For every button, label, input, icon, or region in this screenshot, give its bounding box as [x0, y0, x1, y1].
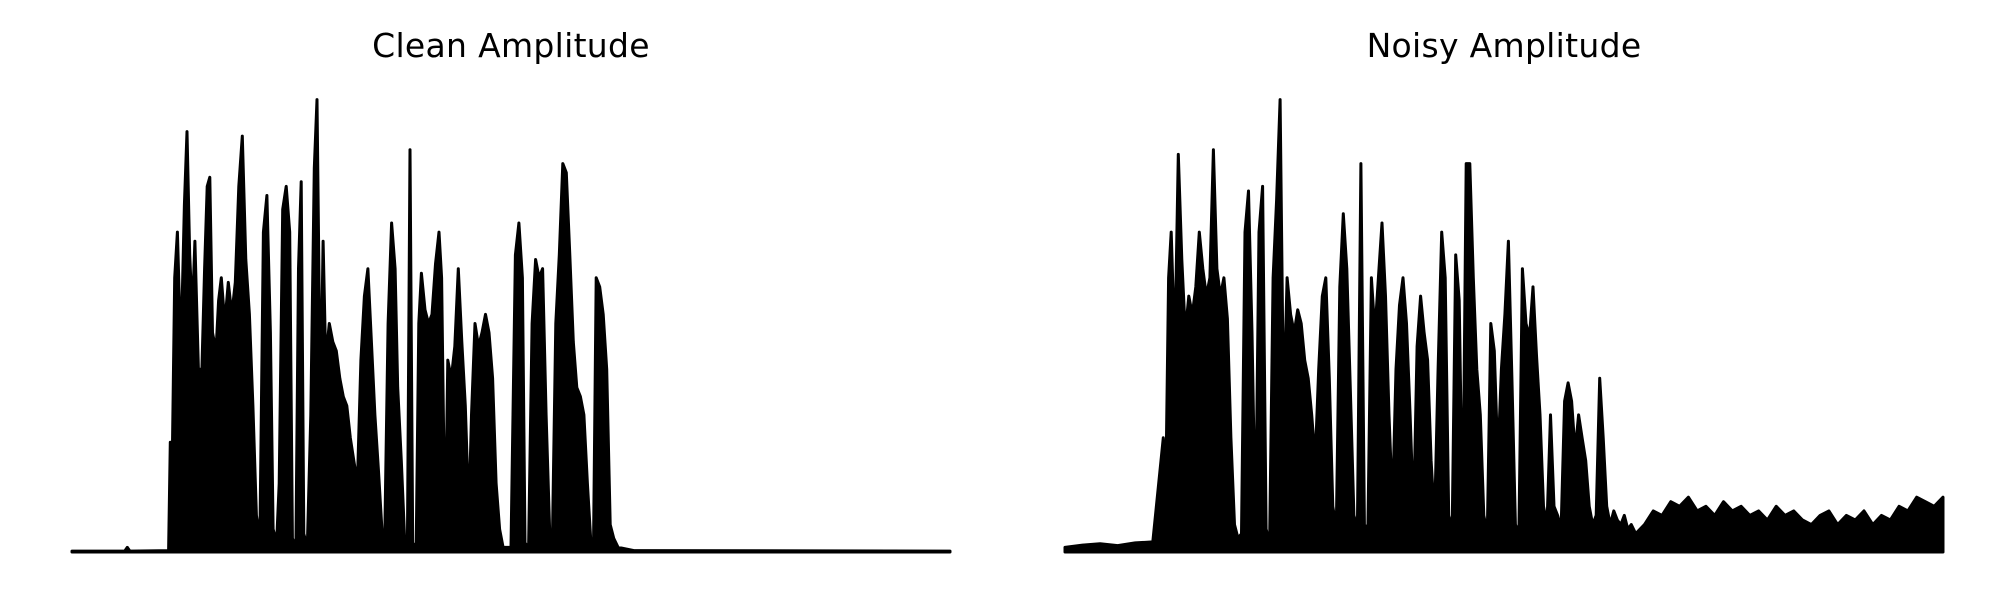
clean-waveform-plot [70, 98, 952, 554]
noisy-amplitude-panel: Noisy Amplitude [1063, 0, 1945, 600]
chart-title: Noisy Amplitude [1366, 26, 1642, 65]
clean-amplitude-panel: Clean Amplitude [70, 0, 952, 600]
noisy-waveform-plot [1063, 98, 1945, 554]
amplitude-area [70, 98, 952, 554]
chart-title: Clean Amplitude [372, 26, 650, 65]
amplitude-area [1063, 98, 1945, 554]
